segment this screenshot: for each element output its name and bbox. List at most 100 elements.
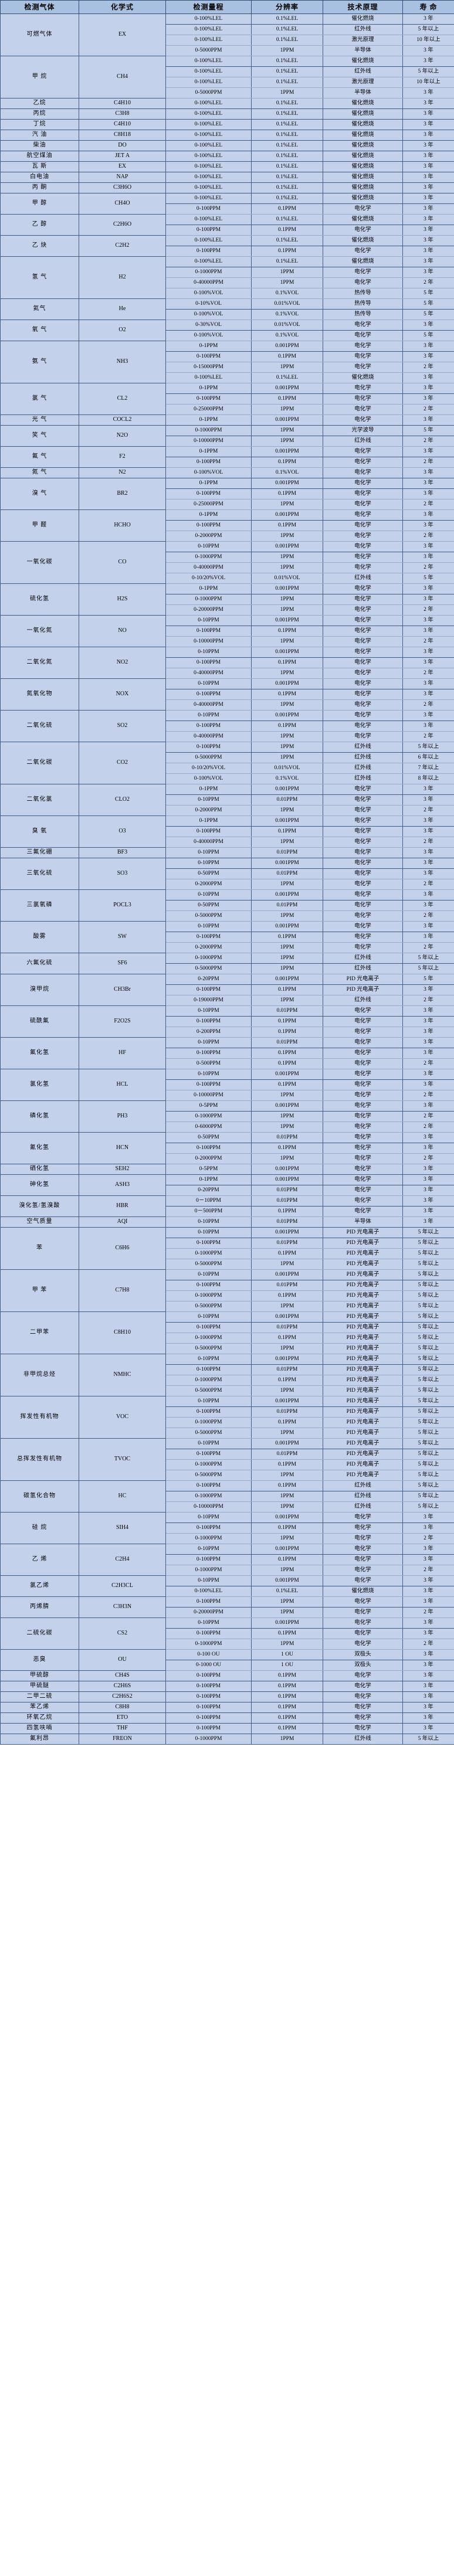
cell-range: 0-100%LEL	[165, 77, 252, 88]
cell-principle: 催化燃烧	[323, 98, 403, 109]
cell-range: 0-100PPM	[165, 1681, 252, 1692]
cell-range: 0-100PPM	[165, 626, 252, 637]
cell-principle: 电化学	[323, 1100, 403, 1112]
cell-principle: 电化学	[323, 1005, 403, 1017]
cell-lifetime: 3 年	[402, 921, 454, 932]
cell-principle: 电化学	[323, 562, 403, 573]
cell-principle: 电化学	[323, 889, 403, 900]
cell-range: 0-100PPM	[165, 1079, 252, 1090]
cell-formula: H2S	[79, 583, 166, 616]
cell-formula: C2H3CL	[79, 1575, 166, 1597]
cell-lifetime: 3 年	[402, 13, 454, 25]
table-row: 硅 烷 SIH4 0-10PPM 0.001PPM 电化学 3 年	[0, 1512, 454, 1544]
cell-principle: 电化学	[323, 225, 403, 236]
cell-lifetime: 3 年	[402, 509, 454, 521]
cell-principle: 电化学	[323, 531, 403, 542]
cell-resolution: 1PPM	[251, 731, 323, 742]
cell-lifetime: 5 年以上	[402, 1734, 454, 1745]
table-row: 0-5000PPM 1PPM 半导体 3 年	[1, 45, 454, 56]
cell-resolution: 1PPM	[251, 1122, 323, 1133]
table-row: 0-100PPM 0.01PPM PID 光电离子 5 年以上	[1, 1238, 454, 1249]
table-row: 航空煤油 JET A 0-100%LEL 0.1%LEL 催化燃烧 3 年	[0, 151, 454, 162]
cell-lifetime: 3 年	[402, 1132, 454, 1143]
table-row: 可燃气体 EX 0-100%LEL 0.1%LEL 催化燃烧 3 年	[0, 13, 454, 56]
cell-resolution: 1PPM	[251, 1259, 323, 1270]
cell-principle: 电化学	[323, 900, 403, 911]
cell-formula: O3	[79, 815, 166, 848]
table-row: 笑 气 N2O 0-1000PPM 1PPM 光学波导 5 年	[0, 425, 454, 447]
cell-principle: 电化学	[323, 921, 403, 932]
cell-resolution: 0.01%VOL	[251, 298, 323, 310]
cell-lifetime: 2 年	[402, 668, 454, 679]
cell-range: 0-5000PPM	[165, 1301, 252, 1312]
cell-range: 0-50PPM	[165, 1132, 252, 1143]
cell-range: 0-5PPM	[165, 1100, 252, 1112]
table-row: 乙 醇 C2H6O 0-100%LEL 0.1%LEL 催化燃烧 3 年	[0, 214, 454, 236]
cell-resolution: 0.1PPM	[251, 1079, 323, 1090]
cell-range: 0-10PPM	[165, 858, 252, 869]
cell-resolution: 0.001PPM	[251, 1227, 323, 1238]
cell-resolution: 0.1PPM	[251, 1333, 323, 1344]
cell-range: 0-10/20%VOL	[165, 573, 252, 584]
cell-principle: 催化燃烧	[323, 372, 403, 383]
cell-principle: 催化燃烧	[323, 256, 403, 267]
cell-gas: 二硫化碳	[0, 1617, 79, 1650]
table-body: 可燃气体 EX 0-100%LEL 0.1%LEL 催化燃烧 3 年 0-100%LEL 0.…	[0, 13, 454, 1745]
table-row: 氧 气 O2 0-30%VOL 0.01%VOL 电化学 3 年	[0, 320, 454, 341]
cell-range: 0-100 OU	[165, 1649, 252, 1660]
cell-range: 0-1PPM	[165, 815, 252, 827]
cell-resolution: 1PPM	[251, 1428, 323, 1439]
cell-lifetime: 3 年	[402, 1005, 454, 1017]
cell-range: 0-5000PPM	[165, 752, 252, 763]
table-row: 酸雾 SW 0-10PPM 0.001PPM 电化学 3 年	[0, 921, 454, 953]
table-row: 0-100PPM 0.1PPM 电化学 3 年	[1, 520, 454, 531]
cell-range: 0-10000PPM	[165, 1501, 252, 1513]
cell-range: 0-100%LEL	[165, 182, 252, 193]
cell-gas: 六氟化硫	[0, 953, 79, 974]
cell-principle: 催化燃烧	[323, 235, 403, 246]
cell-principle: 红外线	[323, 742, 403, 753]
cell-lifetime: 3 年	[402, 1544, 454, 1555]
table-row: 甲硫醚 C2H6S 0-100PPM 0.1PPM 电化学 3 年	[0, 1681, 454, 1692]
cell-range: 0-100%LEL	[165, 214, 252, 225]
cell-principle: 电化学	[323, 858, 403, 869]
table-row: 0-10000PPM 1PPM 红外线 2 年	[1, 436, 454, 447]
cell-range: 0-100%LEL	[165, 151, 252, 162]
cell-range: 0－10PPM	[165, 1195, 252, 1207]
cell-resolution: 1PPM	[251, 910, 323, 922]
cell-gas: 甲 烷	[0, 56, 79, 98]
cell-principle: 热传导	[323, 288, 403, 299]
cell-resolution: 1PPM	[251, 562, 323, 573]
cell-range: 0-40000PPM	[165, 699, 252, 711]
cell-principle: 电化学	[323, 636, 403, 647]
cell-resolution: 0.001PPM	[251, 414, 323, 426]
cell-range: 0-1PPM	[165, 414, 252, 426]
table-row: 0-5000PPM 1PPM 红外线 5 年以上	[1, 963, 454, 974]
cell-lifetime: 5 年以上	[402, 1311, 454, 1323]
cell-principle: 红外线	[323, 573, 403, 584]
cell-range: 0-100PPM	[165, 520, 252, 531]
cell-resolution: 0.1PPM	[251, 1027, 323, 1038]
cell-lifetime: 3 年	[402, 235, 454, 246]
cell-gas: 二氧化硫	[0, 710, 79, 742]
cell-resolution: 0.1PPM	[251, 1248, 323, 1259]
cell-formula: HF	[79, 1037, 166, 1069]
cell-principle: 催化燃烧	[323, 56, 403, 67]
table-row: 0-25000PPM 1PPM 电化学 2 年	[1, 499, 454, 510]
cell-principle: 电化学	[323, 815, 403, 827]
table-row: 一氧化氮 NO 0-10PPM 0.001PPM 电化学 3 年	[0, 615, 454, 647]
cell-resolution: 1PPM	[251, 594, 323, 605]
cell-lifetime: 2 年	[402, 436, 454, 447]
table-row: 汽 油 C8H18 0-100%LEL 0.1%LEL 催化燃烧 3 年	[0, 130, 454, 141]
cell-resolution: 0.001PPM	[251, 815, 323, 827]
cell-lifetime: 3 年	[402, 721, 454, 732]
cell-resolution: 0.1PPM	[251, 689, 323, 700]
cell-principle: 电化学	[323, 1195, 403, 1207]
table-row: 溴 气 BR2 0-1PPM 0.001PPM 电化学 3 年	[0, 478, 454, 510]
cell-range: 0-10PPM	[165, 541, 252, 552]
cell-principle: 半导体	[323, 87, 403, 98]
table-row: 0-100PPM 0.1PPM 电化学 3 年	[1, 721, 454, 732]
cell-resolution: 0.1PPM	[251, 626, 323, 637]
cell-range: 0-100PPM	[165, 225, 252, 236]
cell-resolution: 1PPM	[251, 267, 323, 278]
